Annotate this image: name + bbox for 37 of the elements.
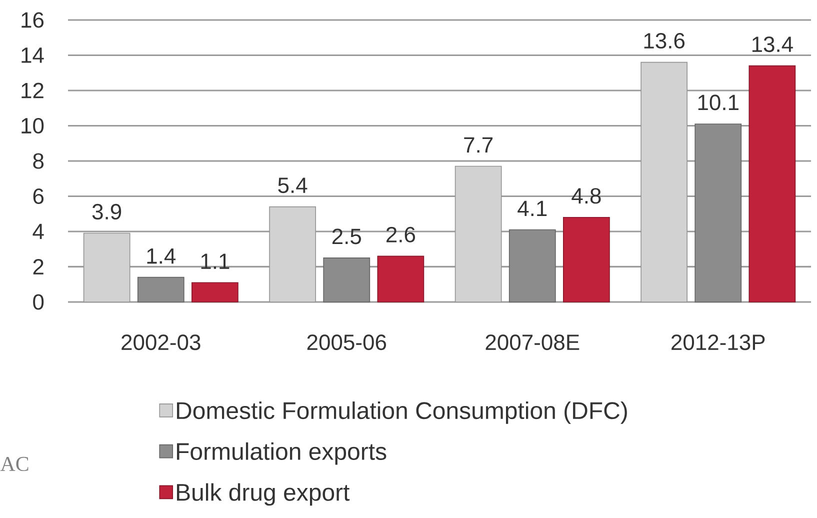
y-tick-label: 2 [33, 259, 44, 274]
data-label: 13.6 [644, 32, 685, 49]
text: AC [0, 456, 28, 472]
x-tick-label: 2002-03 [122, 334, 200, 350]
legend-label: Domestic Formulation Consumption (DFC) [176, 401, 627, 424]
data-label: 13.4 [752, 36, 793, 52]
data-label: 4.8 [572, 188, 601, 204]
y-tick-label: 0 [33, 294, 44, 310]
y-tick-label: 12 [22, 82, 44, 98]
x-tick-label: 2007-08E [486, 334, 580, 350]
data-label: 3.9 [92, 204, 122, 220]
bar [192, 282, 238, 302]
bar [694, 124, 742, 302]
x-tick-label: 2012-13P [672, 334, 765, 350]
y-tick-label: 14 [22, 48, 44, 63]
y-tick-label: 10 [22, 118, 44, 134]
y-tick-label: 16 [22, 12, 44, 28]
data-label: 2.6 [386, 226, 416, 242]
legend-label: Formulation exports [176, 442, 386, 465]
bar [137, 276, 184, 302]
data-label: 7.7 [464, 137, 493, 153]
data-label: 10.1 [698, 94, 738, 110]
bar [748, 65, 796, 302]
data-label: 1.4 [147, 248, 176, 264]
bar [377, 256, 424, 302]
bar [508, 229, 556, 302]
legend-label: Bulk drug export [176, 483, 350, 506]
data-label: 1.1 [201, 254, 230, 269]
data-label: 2.5 [332, 228, 361, 244]
bar [563, 216, 610, 302]
data-label: 4.1 [518, 200, 547, 216]
data-label: 5.4 [278, 178, 308, 194]
x-tick-label: 2005-06 [307, 334, 386, 350]
bar [323, 258, 370, 302]
y-tick-label: 6 [33, 188, 44, 204]
y-tick-label: 4 [32, 224, 44, 240]
y-tick-label: 8 [33, 153, 44, 169]
